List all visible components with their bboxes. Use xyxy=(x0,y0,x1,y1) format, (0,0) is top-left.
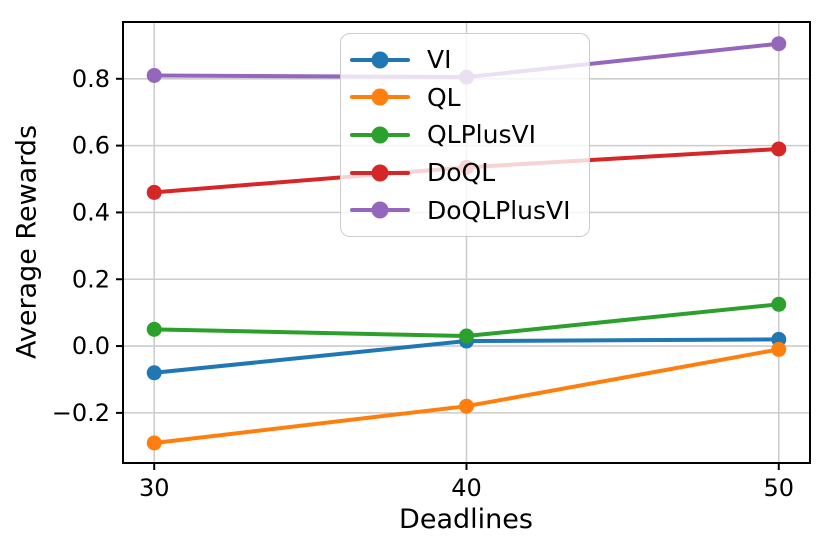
legend-label: QLPlusVI xyxy=(427,120,536,150)
x-tick-label: 50 xyxy=(763,474,794,502)
data-point-marker xyxy=(771,341,787,357)
legend-marker-dot xyxy=(371,201,389,219)
tick-marks xyxy=(116,77,780,470)
data-point-marker xyxy=(459,398,474,414)
y-axis-label: Average Rewards xyxy=(11,124,43,360)
data-point-marker xyxy=(771,36,787,52)
legend-line-marker-swatch xyxy=(350,51,410,69)
legend-marker-dot xyxy=(371,126,389,144)
legend-marker-dot xyxy=(371,164,389,182)
data-point-marker xyxy=(146,184,162,200)
y-tick-label: 0.4 xyxy=(72,198,110,226)
legend-marker-dot xyxy=(371,51,389,69)
legend-label: VI xyxy=(427,45,452,75)
y-tick-label: 0.2 xyxy=(72,265,110,293)
data-point-marker xyxy=(459,328,474,344)
y-tick-label: 0.0 xyxy=(72,332,110,360)
series-ql xyxy=(146,341,787,451)
legend-item-ql: QL xyxy=(350,85,583,110)
legend-line-marker-swatch xyxy=(350,126,410,144)
legend-label: DoQL xyxy=(427,158,496,188)
legend-label: DoQLPlusVI xyxy=(427,195,571,225)
data-point-marker xyxy=(146,365,162,381)
x-tick-label: 30 xyxy=(139,474,170,502)
legend-item-doql: DoQL xyxy=(350,160,583,185)
data-point-marker xyxy=(771,141,787,157)
legend-line-marker-swatch xyxy=(350,88,410,106)
legend: VI QL QLPlusVI DoQL DoQLPlusVI xyxy=(340,33,590,237)
y-tick-label: 0.6 xyxy=(72,132,110,160)
legend-label: QL xyxy=(427,82,461,112)
data-point-marker xyxy=(771,296,787,312)
legend-item-qlplusvi: QLPlusVI xyxy=(350,122,583,147)
tick-labels: 30 40 50 −0.2 0.0 0.2 0.4 0.6 0.8 xyxy=(52,65,794,502)
y-tick-label: −0.2 xyxy=(52,399,110,427)
legend-marker-dot xyxy=(371,88,389,106)
x-tick-label: 40 xyxy=(451,474,482,502)
data-point-marker xyxy=(146,435,162,451)
x-axis-label: Deadlines xyxy=(399,504,533,535)
y-tick-label: 0.8 xyxy=(72,65,110,93)
legend-item-vi: VI xyxy=(350,47,583,72)
legend-line-marker-swatch xyxy=(350,201,410,219)
series-qlplusvi xyxy=(146,296,787,344)
data-point-marker xyxy=(146,67,162,83)
legend-line-marker-swatch xyxy=(350,164,410,182)
data-point-marker xyxy=(146,321,162,337)
legend-item-doqlplusvi: DoQLPlusVI xyxy=(350,198,583,223)
